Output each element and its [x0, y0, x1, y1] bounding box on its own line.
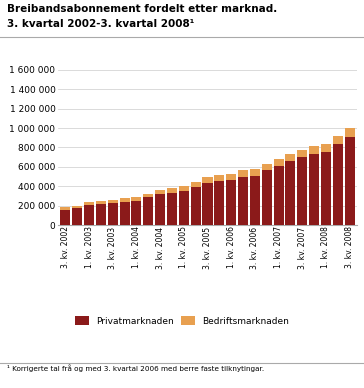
Bar: [108, 203, 118, 225]
Bar: [202, 183, 213, 225]
Bar: [250, 169, 260, 175]
Bar: [273, 166, 284, 225]
Bar: [179, 192, 189, 225]
Bar: [96, 201, 106, 204]
Bar: [285, 161, 296, 225]
Bar: [60, 207, 70, 210]
Bar: [72, 208, 82, 225]
Bar: [108, 200, 118, 203]
Bar: [167, 188, 177, 193]
Bar: [226, 174, 236, 180]
Bar: [285, 154, 296, 161]
Bar: [238, 177, 248, 225]
Bar: [297, 157, 307, 225]
Bar: [191, 187, 201, 225]
Text: Breibandsabonnement fordelt etter marknad.: Breibandsabonnement fordelt etter markna…: [7, 4, 277, 14]
Bar: [143, 194, 153, 197]
Bar: [345, 128, 355, 137]
Bar: [333, 135, 343, 144]
Bar: [333, 144, 343, 225]
Bar: [250, 175, 260, 225]
Bar: [309, 154, 319, 225]
Bar: [119, 202, 130, 225]
Bar: [273, 159, 284, 166]
Bar: [155, 190, 165, 194]
Bar: [119, 198, 130, 202]
Bar: [297, 149, 307, 157]
Bar: [202, 177, 213, 183]
Bar: [321, 152, 331, 225]
Bar: [191, 182, 201, 187]
Bar: [143, 197, 153, 225]
Bar: [262, 164, 272, 170]
Text: 3. kvartal 2002-3. kvartal 2008¹: 3. kvartal 2002-3. kvartal 2008¹: [7, 19, 194, 29]
Legend: Privatmarknaden, Bedriftsmarknaden: Privatmarknaden, Bedriftsmarknaden: [72, 313, 292, 329]
Bar: [214, 181, 224, 225]
Bar: [321, 144, 331, 152]
Bar: [345, 137, 355, 225]
Bar: [214, 175, 224, 181]
Bar: [84, 205, 94, 225]
Bar: [96, 204, 106, 225]
Bar: [72, 206, 82, 208]
Bar: [262, 170, 272, 225]
Bar: [131, 201, 142, 225]
Bar: [167, 193, 177, 225]
Bar: [226, 180, 236, 225]
Bar: [131, 197, 142, 201]
Bar: [179, 187, 189, 192]
Bar: [60, 210, 70, 225]
Bar: [238, 170, 248, 177]
Bar: [155, 194, 165, 225]
Bar: [84, 202, 94, 205]
Text: ¹ Korrigerte tal frå og med 3. kvartal 2006 med berre faste tilknytingar.: ¹ Korrigerte tal frå og med 3. kvartal 2…: [7, 365, 264, 372]
Bar: [309, 146, 319, 154]
